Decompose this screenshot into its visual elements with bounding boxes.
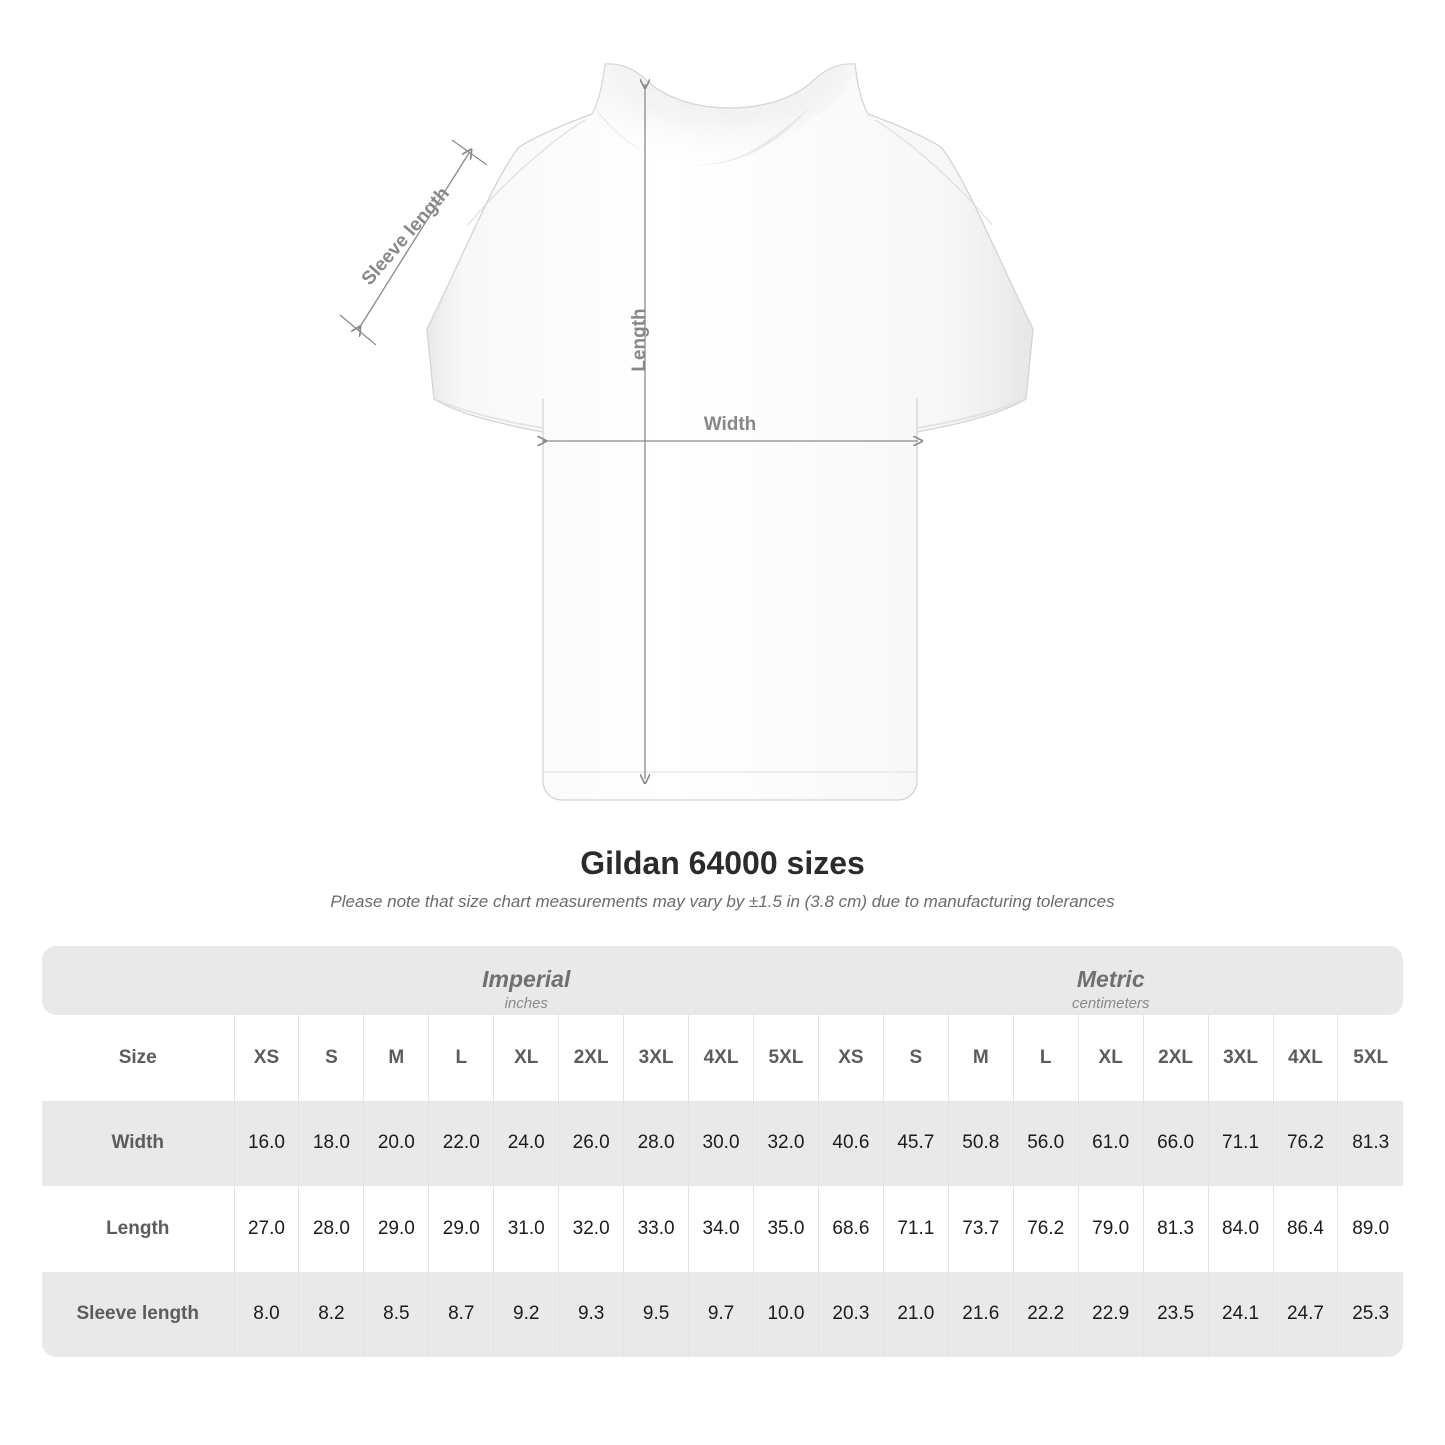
svg-text:Sleeve length: Sleeve length	[358, 183, 454, 289]
svg-text:Width: Width	[704, 414, 757, 435]
svg-text:Length: Length	[629, 308, 650, 371]
